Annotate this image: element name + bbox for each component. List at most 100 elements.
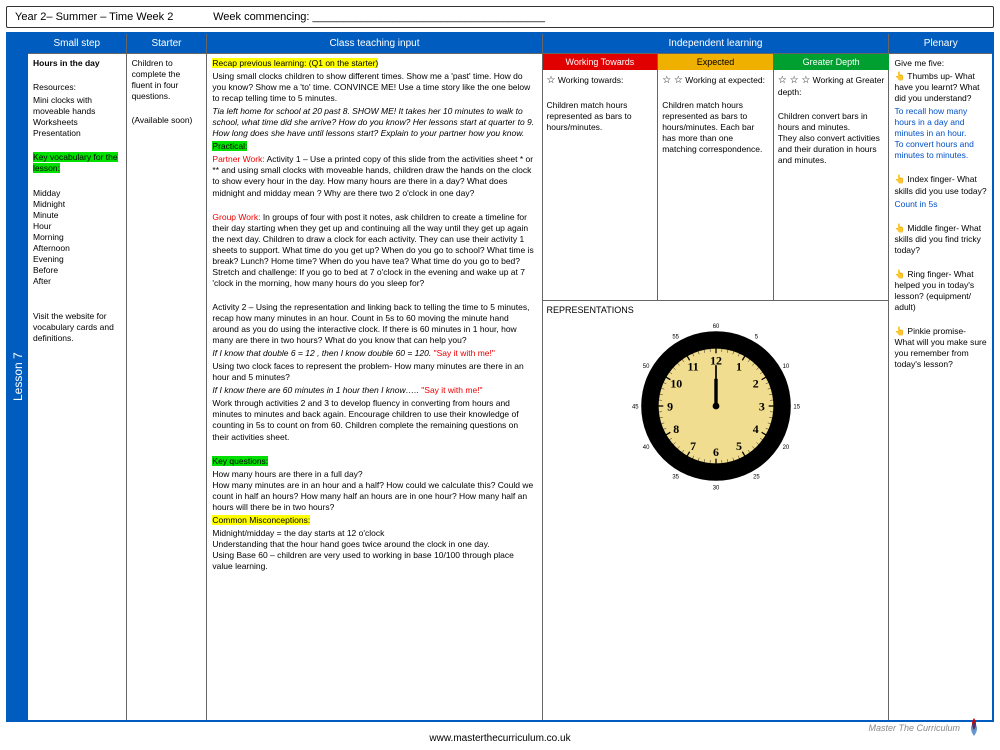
- brand-text: Master The Curriculum: [868, 723, 960, 733]
- il-body-row: ☆ Working towards: Children match hours …: [543, 70, 889, 300]
- body-starter: Children to complete the fluent in four …: [127, 54, 207, 720]
- vocab-list: Midday Midnight Minute Hour Morning Afte…: [33, 188, 121, 287]
- main-grid: Lesson 7 Small step Hours in the day Res…: [6, 32, 994, 722]
- svg-text:55: 55: [672, 335, 679, 341]
- plenary-item-1: 👆 Index finger- What skills did you use …: [894, 174, 987, 196]
- svg-text:60: 60: [712, 324, 719, 330]
- keyq-body: How many hours are there in a full day? …: [212, 469, 536, 513]
- svg-text:50: 50: [642, 364, 649, 370]
- partner-label: Partner Work:: [212, 154, 264, 164]
- plenary-item-2: 👆 Middle finger- What skills did you fin…: [894, 223, 987, 256]
- col-plenary: Plenary Give me five: 👆 Thumbs up- What …: [889, 34, 992, 720]
- plenary-item-4: 👆 Pinkie promise- What will you make sur…: [894, 326, 987, 370]
- stars-2: ☆ ☆ ☆: [778, 75, 810, 86]
- flame-icon: [964, 716, 984, 740]
- header-small-step: Small step: [28, 34, 126, 54]
- svg-text:4: 4: [752, 422, 758, 436]
- col-independent: Independent learning Working Towards Exp…: [543, 34, 890, 720]
- vocab-note: Visit the website for vocabulary cards a…: [33, 311, 121, 344]
- il-body-0: ☆ Working towards: Children match hours …: [543, 70, 658, 300]
- il-label-1: Expected: [658, 54, 773, 70]
- misc-body: Midnight/midday = the day starts at 12 o…: [212, 528, 536, 572]
- header-title: Year 2– Summer – Time Week 2: [15, 11, 173, 23]
- svg-text:5: 5: [754, 335, 758, 341]
- clock-representation: 12123456789101160510152025303540455055: [547, 321, 885, 491]
- rep-label: REPRESENTATIONS: [547, 305, 885, 315]
- resources-list: Mini clocks with moveable hands Workshee…: [33, 95, 121, 139]
- svg-text:1: 1: [735, 359, 741, 373]
- svg-text:10: 10: [782, 364, 789, 370]
- svg-text:3: 3: [758, 399, 764, 413]
- il-subheader-row: Working Towards Expected Greater Depth: [543, 54, 889, 70]
- body-2: Children convert bars in hours and minut…: [778, 111, 885, 166]
- recap-story: Tia left home for school at 20 past 8. S…: [212, 106, 536, 139]
- top-header: Year 2– Summer – Time Week 2 Week commen…: [6, 6, 994, 28]
- misc-label: Common Misconceptions:: [212, 515, 310, 525]
- activity2: Activity 2 – Using the representation an…: [212, 302, 536, 346]
- svg-text:7: 7: [690, 439, 696, 453]
- sub-0: Working towards:: [558, 75, 624, 85]
- body-small-step: Hours in the day Resources: Mini clocks …: [28, 54, 126, 720]
- svg-text:10: 10: [670, 376, 682, 390]
- plenary-intro: Give me five:: [894, 58, 987, 69]
- il-label-0: Working Towards: [543, 54, 658, 70]
- sub-1: Working at expected:: [685, 75, 765, 85]
- say2-ital: If I know there are 60 minutes in 1 hour…: [212, 385, 418, 395]
- il-label-2: Greater Depth: [774, 54, 889, 70]
- plenary-answer-1: Count in 5s: [894, 199, 987, 210]
- work-body: Work through activities 2 and 3 to devel…: [212, 398, 536, 442]
- starter-text: Children to complete the fluent in four …: [132, 58, 202, 102]
- practical-label: Practical:: [212, 141, 247, 151]
- page: Year 2– Summer – Time Week 2 Week commen…: [0, 0, 1000, 750]
- svg-text:35: 35: [672, 474, 679, 480]
- svg-text:11: 11: [687, 359, 698, 373]
- il-body-1: ☆ ☆ Working at expected: Children match …: [658, 70, 773, 300]
- commencing-label: Week commencing: _______________________…: [213, 11, 545, 23]
- plenary-answer-0: To recall how many hours in a day and mi…: [894, 106, 987, 161]
- vocab-label: Key vocabulary for the lesson:: [33, 152, 118, 173]
- svg-text:25: 25: [753, 474, 760, 480]
- group-body: In groups of four with post it notes, as…: [212, 212, 533, 288]
- say1-ital: If I know that double 6 = 12 , then I kn…: [212, 348, 431, 358]
- plenary-item-0: 👆 Thumbs up- What have you learnt? What …: [894, 71, 987, 104]
- clock-icon: 12123456789101160510152025303540455055: [631, 321, 801, 491]
- body-class-input: Recap previous learning: (Q1 on the star…: [207, 54, 541, 720]
- group-label: Group Work:: [212, 212, 260, 222]
- svg-text:6: 6: [713, 445, 719, 459]
- say2: "Say it with me!": [421, 385, 482, 395]
- resources-label: Resources:: [33, 82, 121, 93]
- svg-text:15: 15: [793, 405, 800, 411]
- representations-section: REPRESENTATIONS 121234567891011605101520…: [543, 300, 889, 720]
- plenary-item-3: 👆 Ring finger- What helped you in today'…: [894, 269, 987, 313]
- recap-body: Using small clocks children to show diff…: [212, 71, 536, 104]
- header-independent: Independent learning: [543, 34, 889, 54]
- small-step-title: Hours in the day: [33, 58, 121, 69]
- svg-text:5: 5: [735, 439, 741, 453]
- lesson-tab: Lesson 7: [8, 34, 28, 720]
- col-small-step: Small step Hours in the day Resources: M…: [28, 34, 127, 720]
- brand-logo: Master The Curriculum: [868, 716, 984, 740]
- svg-text:40: 40: [642, 445, 649, 451]
- svg-text:2: 2: [752, 376, 758, 390]
- svg-text:9: 9: [667, 399, 673, 413]
- clock-body: Using two clock faces to represent the p…: [212, 361, 536, 383]
- stars-1: ☆ ☆: [662, 75, 683, 86]
- svg-text:8: 8: [673, 422, 679, 436]
- recap-label: Recap previous learning: (Q1 on the star…: [212, 58, 378, 68]
- say1: "Say it with me!": [434, 348, 495, 358]
- header-starter: Starter: [127, 34, 207, 54]
- svg-text:30: 30: [712, 485, 719, 491]
- body-0: Children match hours represented as bars…: [547, 100, 654, 133]
- col-starter: Starter Children to complete the fluent …: [127, 34, 208, 720]
- footer-url: www.masterthecurriculum.co.uk: [0, 733, 1000, 744]
- body-1: Children match hours represented as bars…: [662, 100, 769, 155]
- col-class-input: Class teaching input Recap previous lear…: [207, 34, 542, 720]
- stars-0: ☆: [547, 75, 556, 86]
- header-class-input: Class teaching input: [207, 34, 541, 54]
- starter-note: (Available soon): [132, 115, 202, 126]
- il-body-2: ☆ ☆ ☆ Working at Greater depth: Children…: [774, 70, 889, 300]
- svg-text:45: 45: [631, 405, 638, 411]
- svg-text:20: 20: [782, 445, 789, 451]
- keyq-label: Key questions:: [212, 456, 268, 466]
- header-plenary: Plenary: [889, 34, 992, 54]
